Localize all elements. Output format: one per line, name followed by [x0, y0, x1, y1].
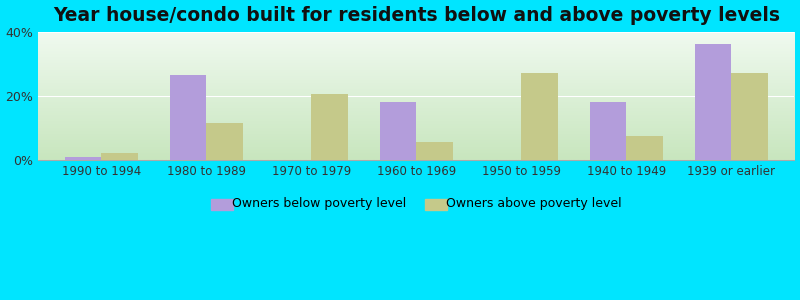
- Bar: [731, 73, 768, 160]
- Legend: Owners below poverty level, Owners above poverty level: Owners below poverty level, Owners above…: [206, 192, 627, 215]
- Bar: [694, 44, 731, 160]
- Bar: [416, 142, 453, 160]
- Bar: [102, 153, 138, 160]
- Bar: [522, 73, 558, 160]
- Bar: [206, 123, 243, 160]
- Bar: [170, 75, 206, 160]
- Bar: [590, 102, 626, 160]
- Bar: [311, 94, 348, 160]
- Bar: [65, 157, 102, 160]
- Bar: [626, 136, 663, 160]
- Title: Year house/condo built for residents below and above poverty levels: Year house/condo built for residents bel…: [53, 6, 780, 25]
- Bar: [380, 102, 416, 160]
